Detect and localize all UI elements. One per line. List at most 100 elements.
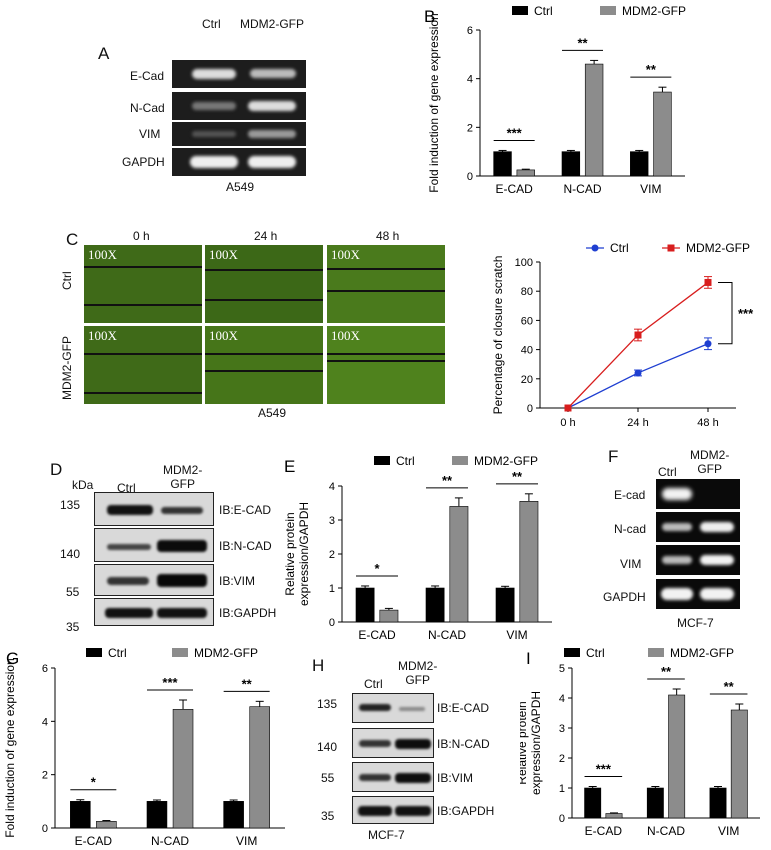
y-tick-label: 2 bbox=[329, 549, 335, 561]
y-tick-label: 4 bbox=[467, 74, 473, 86]
legend-label: MDM2-GFP bbox=[622, 4, 686, 18]
x-tick-label: 24 h bbox=[627, 417, 648, 428]
lane-label-ctrl: Ctrl bbox=[202, 17, 221, 31]
x-tick-label: VIM bbox=[640, 182, 661, 196]
blot-label: IB:VIM bbox=[219, 574, 256, 588]
legend-swatch bbox=[452, 456, 468, 465]
y-tick-label: 1 bbox=[559, 783, 565, 795]
bar bbox=[449, 506, 469, 623]
gel-row-label: E-Cad bbox=[130, 69, 165, 83]
y-tick-label: 60 bbox=[521, 315, 533, 327]
lane-label-mdm2: MDM2- GFP bbox=[690, 448, 730, 476]
y-tick-label: 40 bbox=[521, 345, 533, 357]
row-label-mdm2: MDM2-GFP bbox=[60, 336, 74, 400]
y-tick-label: 100 bbox=[515, 257, 533, 269]
gel-caption: A549 bbox=[226, 180, 255, 194]
blot-gapdh bbox=[94, 598, 214, 626]
y-tick-label: 1 bbox=[329, 583, 335, 595]
lane-label-ctrl: Ctrl bbox=[364, 677, 383, 691]
y-tick-label: 0 bbox=[467, 171, 473, 183]
bar bbox=[668, 694, 686, 819]
bar bbox=[730, 709, 748, 819]
significance-label: ** bbox=[442, 473, 453, 488]
lane-label-mdm2: MDM2- GFP bbox=[398, 659, 438, 687]
blot-vim bbox=[352, 762, 434, 792]
y-axis-label: Fold induction of gene expression bbox=[3, 658, 17, 837]
gel-row-label: VIM bbox=[620, 557, 642, 571]
bar-chart-i: I Ctrl MDM2-GFP 0 1 2 3 4 5 Relative proteinexpre… bbox=[520, 646, 760, 838]
significance-label: *** bbox=[507, 125, 523, 140]
y-axis-label: Fold induction of gene expression bbox=[427, 13, 441, 192]
bar bbox=[653, 91, 672, 177]
y-tick-label: 3 bbox=[559, 723, 565, 735]
y-axis-label: Percentage of closure scratch bbox=[491, 256, 505, 415]
gel-row-label: N-Cad bbox=[130, 101, 165, 115]
mw-marker: 140 bbox=[60, 547, 81, 561]
gel-image-gapdh bbox=[656, 579, 740, 609]
blot-label: IB:GAPDH bbox=[437, 804, 495, 818]
y-tick-label: 4 bbox=[329, 481, 335, 493]
y-tick-label: 3 bbox=[329, 515, 335, 527]
y-tick-label: 2 bbox=[559, 753, 565, 765]
data-point bbox=[634, 331, 642, 339]
bar bbox=[519, 500, 539, 623]
panel-letter: G bbox=[6, 649, 19, 668]
bar bbox=[172, 709, 194, 829]
legend-label: Ctrl bbox=[610, 241, 629, 255]
x-tick-label: 0 h bbox=[560, 417, 575, 428]
x-tick-label: E-CAD bbox=[75, 834, 113, 848]
bar bbox=[709, 787, 727, 819]
mw-marker: 55 bbox=[321, 771, 335, 785]
bar bbox=[493, 151, 512, 177]
panel-letter-d: D bbox=[50, 460, 63, 479]
lane-label-mdm2: MDM2- GFP bbox=[163, 463, 203, 491]
panel-letter-a: A bbox=[98, 44, 110, 63]
significance-label: *** bbox=[738, 306, 754, 321]
significance-label: ** bbox=[646, 62, 657, 77]
gel-image-vim bbox=[656, 545, 740, 575]
bar bbox=[516, 169, 535, 177]
bar bbox=[646, 787, 664, 819]
micrograph-caption: A549 bbox=[258, 406, 287, 420]
bar bbox=[561, 151, 581, 177]
micrograph-ctrl-24h: 100X bbox=[205, 245, 323, 323]
y-axis-label: Relative proteinexpression/GAPDH bbox=[283, 502, 311, 606]
legend-label: Ctrl bbox=[396, 454, 415, 468]
bar bbox=[630, 151, 649, 177]
x-tick-label: VIM bbox=[506, 628, 527, 642]
line-chart-c: Ctrl MDM2-GFP 0 20 40 60 80 100 0 h 24 h 48 h Perce… bbox=[491, 241, 754, 428]
bar bbox=[584, 63, 604, 177]
gel-row-label: VIM bbox=[139, 127, 161, 141]
y-tick-label: 20 bbox=[521, 374, 533, 386]
legend-swatch bbox=[512, 6, 528, 15]
panel-letter-h: H bbox=[312, 656, 325, 675]
x-tick-label: N-CAD bbox=[647, 824, 685, 838]
legend-swatch bbox=[600, 6, 616, 15]
x-tick-label: N-CAD bbox=[564, 182, 602, 196]
lane-label-mdm2: MDM2-GFP bbox=[240, 17, 304, 31]
legend-marker bbox=[667, 244, 675, 252]
time-label: 24 h bbox=[254, 229, 278, 243]
lane-label-ctrl: Ctrl bbox=[117, 481, 136, 495]
y-tick-label: 0 bbox=[527, 403, 533, 415]
x-tick-label: E-CAD bbox=[495, 182, 533, 196]
legend-label: Ctrl bbox=[534, 4, 553, 18]
x-tick-label: VIM bbox=[718, 824, 739, 838]
bar bbox=[223, 801, 244, 829]
panel-letter-c: C bbox=[66, 230, 79, 249]
blot-label: IB:N-CAD bbox=[219, 539, 272, 553]
blot-ecad bbox=[352, 693, 434, 723]
y-tick-label: 0 bbox=[559, 813, 565, 825]
x-tick-label: E-CAD bbox=[358, 628, 396, 642]
gel-image-ncad bbox=[172, 92, 306, 120]
gel-image-gapdh bbox=[172, 148, 306, 176]
blot-ncad bbox=[352, 728, 434, 758]
y-tick-label: 6 bbox=[42, 663, 48, 675]
y-tick-label: 4 bbox=[559, 693, 565, 705]
y-tick-label: 80 bbox=[521, 286, 533, 298]
legend-label: MDM2-GFP bbox=[474, 454, 538, 468]
legend-swatch bbox=[564, 648, 580, 657]
legend-label: MDM2-GFP bbox=[686, 241, 750, 255]
bar bbox=[96, 821, 117, 829]
time-label: 0 h bbox=[133, 229, 150, 243]
